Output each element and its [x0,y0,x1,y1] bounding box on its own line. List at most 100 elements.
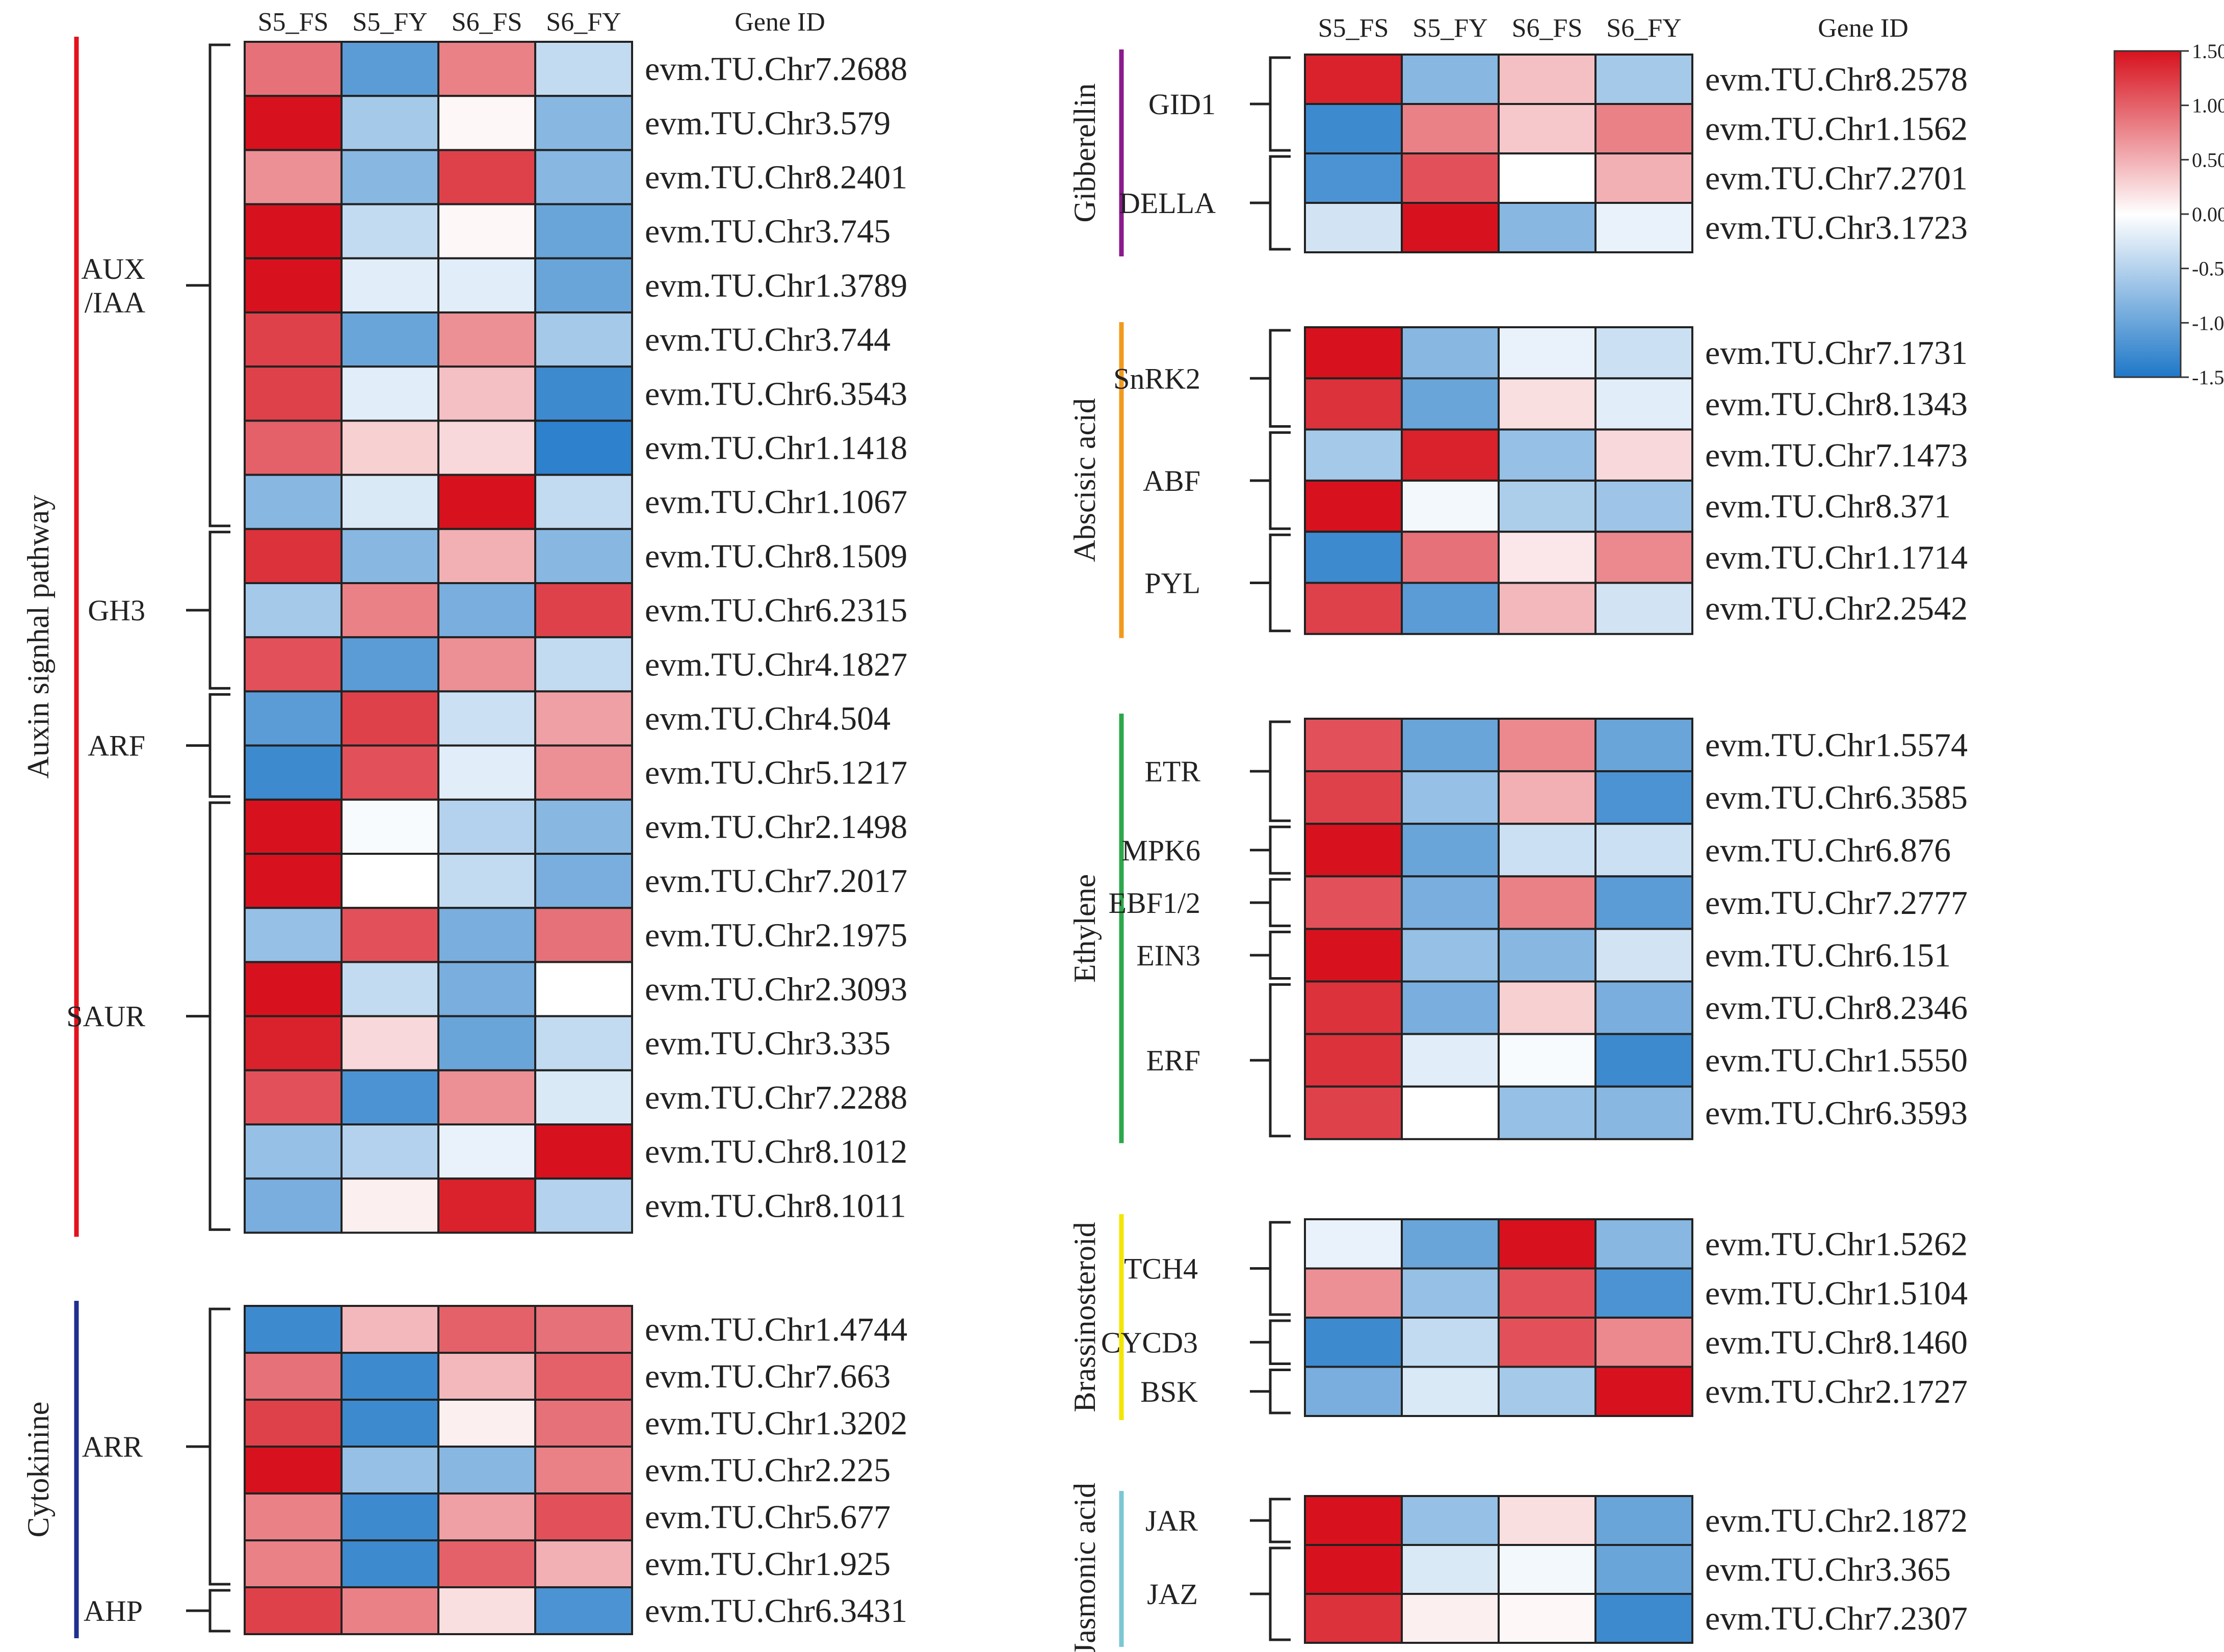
panel-1: Cytokinine evm.TU.Chr1.4744 evm.TU.Chr7.66… [21,1301,907,1638]
gene-id-label: evm.TU.Chr8.1343 [1705,385,1968,423]
heatmap-cell [1594,718,1693,773]
gene-id-label: evm.TU.Chr5.1217 [645,754,907,792]
gene-id-label: evm.TU.Chr3.579 [645,104,891,142]
heatmap-cell [1401,823,1500,878]
heatmap-cell [244,419,343,476]
family-label: DELLA [1119,187,1216,220]
family-bracket [1269,930,1291,980]
heatmap-cell [534,1015,633,1071]
colorbar-tick-label: 1.00 [2192,94,2224,117]
heatmap-cell [244,1446,343,1494]
heatmap-cell [244,1399,343,1448]
heatmap-cell [437,1352,536,1401]
gene-id-label: evm.TU.Chr6.3431 [645,1592,907,1630]
heatmap-cell [1304,152,1403,204]
column-header-s6_fy: S6_FY [546,8,621,37]
heatmap-cell [1401,718,1500,773]
heatmap-cell [341,1586,439,1635]
heatmap-cell [1594,428,1693,482]
gene-id-label: evm.TU.Chr7.2701 [1705,160,1968,197]
family-bracket [1269,825,1291,875]
heatmap-cell [534,907,633,963]
heatmap-cell [1594,202,1693,253]
gene-id-label: evm.TU.Chr6.151 [1705,937,1951,974]
heatmap-cell [1304,718,1403,773]
gene-id-label: evm.TU.Chr8.1012 [645,1133,907,1170]
heatmap-cell [534,149,633,205]
gene-id-label: evm.TU.Chr3.335 [645,1025,891,1062]
heatmap-cell [534,1123,633,1180]
gene-id-label: evm.TU.Chr1.1562 [1705,111,1968,148]
heatmap-cell [244,961,343,1017]
column-header-s6_fs: S6_FS [1512,14,1583,43]
family-bracket [1269,720,1291,822]
heatmap-cell [1594,1317,1693,1368]
heatmap-cell [244,95,343,151]
gene-id-label: evm.TU.Chr3.365 [1705,1551,1951,1588]
heatmap-cell [1304,1544,1403,1595]
gene-id-label: evm.TU.Chr8.1011 [645,1187,906,1224]
heatmap-cell [1401,1366,1500,1417]
pathway-label: Brassinosteroid [1068,1222,1102,1412]
heatmap-cell [341,257,439,313]
heatmap-cell [244,41,343,97]
heatmap-cell [534,1069,633,1126]
heatmap-cell [1498,928,1597,983]
gene-id-label: evm.TU.Chr8.2346 [1705,989,1968,1027]
heatmap-cell [437,744,536,801]
heatmap-cell [534,744,633,801]
gene-id-label: evm.TU.Chr6.3543 [645,375,907,412]
heatmap-cell [534,1177,633,1234]
gene-id-label: evm.TU.Chr6.3593 [1705,1094,1968,1132]
heatmap-cell [341,1492,439,1541]
heatmap-cell [1304,582,1403,635]
heatmap-cell [1304,103,1403,154]
colorbar-tick-label: -0.50 [2192,257,2224,280]
family-bracket [1269,983,1291,1138]
heatmap-cell [1498,875,1597,930]
column-header-s5_fs: S5_FS [1318,14,1389,43]
gene-id-label: evm.TU.Chr4.1827 [645,646,907,683]
heatmap-cell [437,149,536,205]
heatmap-cell [341,961,439,1017]
gene-id-label: evm.TU.Chr2.1975 [645,916,907,954]
family-bracket [208,1307,230,1586]
column-header-s6_fs: S6_FS [452,8,522,37]
heatmap-cell [1401,103,1500,154]
heatmap-cell [244,203,343,259]
heatmap-cell [1594,1267,1693,1319]
heatmap-cell [534,636,633,693]
family-label: ARR [82,1430,143,1463]
heatmap-cell [244,907,343,963]
heatmap-cell [534,203,633,259]
pathway-label: Cytokinine [21,1402,55,1538]
heatmap-cell [244,1123,343,1180]
heatmap-cell [341,95,439,151]
heatmap-cell [437,907,536,963]
gene-id-label: evm.TU.Chr8.2578 [1705,61,1968,98]
colorbar-tick-label: -1.50 [2192,366,2224,389]
heatmap-cell [437,1123,536,1180]
heatmap-cell [534,1446,633,1494]
heatmap-cell [1594,928,1693,983]
heatmap-cell [1498,1033,1597,1088]
family-bracket [1269,878,1291,927]
colorbar-tick-label: 1.50 [2192,40,2224,63]
pathway-label: Auxin signhal pathway [21,495,55,779]
heatmap-cell [437,1305,536,1354]
family-bracket [1269,56,1291,152]
heatmap-cell [437,582,536,639]
heatmap-cell [244,744,343,801]
heatmap-cell [1304,875,1403,930]
gene-id-label: evm.TU.Chr2.225 [645,1452,891,1489]
column-header-s5_fy: S5_FY [352,8,427,37]
heatmap-cell [1401,152,1500,204]
heatmap-cell [534,1352,633,1401]
panel-2: S5_FS S5_FY S6_FS S6_FY Gene ID Gibberellin ev… [1068,14,1968,256]
heatmap-cell [1594,152,1693,204]
heatmap-cell [534,365,633,422]
heatmap-cell [1498,718,1597,773]
family-bracket [1269,1319,1291,1365]
heatmap-cell [1594,1366,1693,1417]
